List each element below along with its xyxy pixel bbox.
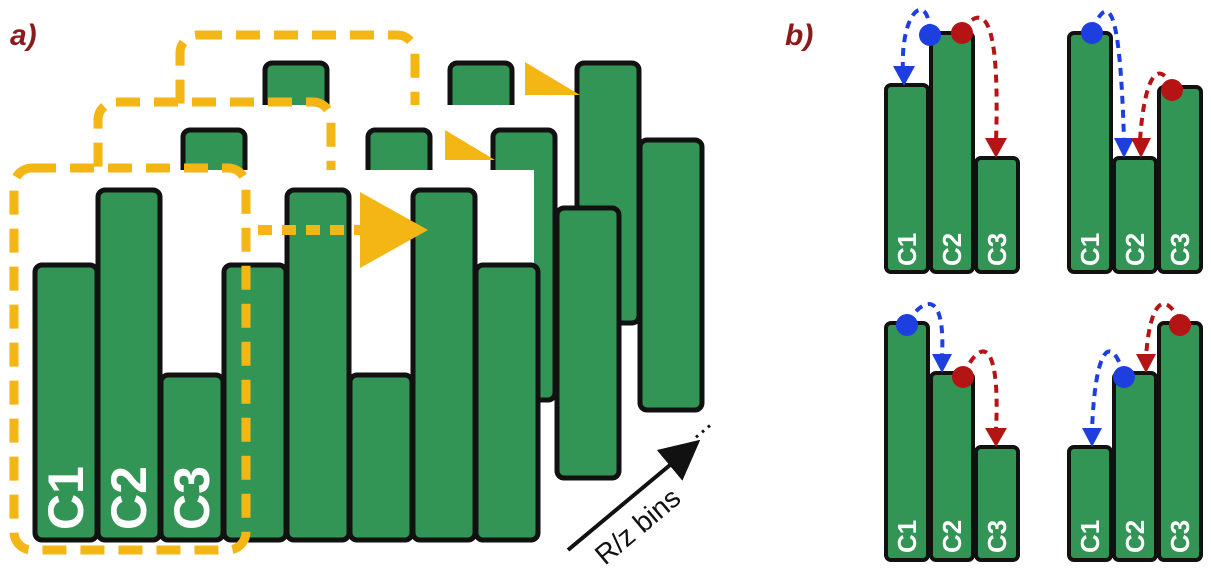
bar: [974, 445, 1020, 562]
bar: [221, 262, 289, 543]
arrow-head-icon: [360, 192, 428, 268]
blue-arrow-head-icon: [1082, 428, 1102, 447]
panel-b-label: b): [785, 19, 813, 52]
bar-label-c1: C1: [892, 233, 922, 266]
bar-label-c1: C1: [892, 520, 922, 553]
red-arrow-head-icon: [1136, 354, 1156, 373]
bar: [410, 187, 478, 543]
red-arrow-head-icon: [985, 138, 1007, 158]
blue-move-arrow: [905, 302, 945, 358]
red-arrow-head-icon: [985, 428, 1007, 447]
bar-label-c3: C3: [1165, 520, 1195, 553]
bar-label-c1: C1: [38, 466, 94, 530]
bar: [284, 187, 352, 543]
bar-label-c1: C1: [1075, 233, 1105, 266]
red-move-arrow: [961, 349, 999, 431]
bar: [95, 187, 163, 543]
arrow-head-icon: [525, 62, 580, 95]
rz-axis-label: R/z bins: [589, 482, 686, 571]
blue-marker-icon: [1081, 22, 1103, 44]
red-move-arrow: [1138, 71, 1174, 141]
bar: [974, 156, 1020, 274]
red-move-arrow: [1144, 302, 1182, 358]
bar-label-c3: C3: [164, 466, 220, 530]
blue-move-arrow: [1090, 349, 1126, 431]
bar-label-c3: C3: [1165, 233, 1195, 266]
bar-label-c3: C3: [982, 233, 1012, 266]
bar-label-c2: C2: [1120, 233, 1150, 266]
bar-label-c2: C2: [1120, 520, 1150, 553]
blue-move-arrow: [900, 7, 932, 73]
bar: [473, 262, 541, 543]
arrow-head-icon: [445, 130, 495, 160]
case-bottom-left: C1 C2 C3: [884, 302, 1020, 562]
bar-label-c1: C1: [1075, 520, 1105, 553]
red-marker-icon: [951, 22, 973, 44]
bar-label-c3: C3: [982, 520, 1012, 553]
blue-marker-icon: [896, 314, 918, 336]
rz-axis-arrow: [566, 439, 701, 552]
bar-label-c2: C2: [937, 233, 967, 266]
histogram-layer-1: C1 C2 C3: [9, 163, 541, 555]
bar: [1067, 445, 1113, 562]
blue-arrow-head-icon: [1114, 138, 1134, 158]
bar: [554, 205, 622, 481]
red-arrow-head-icon: [1131, 138, 1151, 158]
red-marker-icon: [1169, 314, 1191, 336]
bar: [637, 137, 705, 413]
blue-arrow-head-icon: [893, 66, 915, 86]
blue-marker-icon: [1113, 366, 1135, 388]
blue-arrow-head-icon: [932, 354, 952, 373]
panel-a-label: a): [10, 19, 37, 52]
bar-label-c2: C2: [101, 466, 157, 530]
blue-marker-icon: [919, 24, 941, 46]
bar: [929, 371, 975, 562]
red-marker-icon: [952, 366, 974, 388]
red-marker-icon: [1161, 79, 1183, 101]
case-top-right: C1 C2 C3: [1067, 9, 1203, 274]
bar: [884, 83, 930, 274]
bar: [1112, 156, 1158, 274]
blue-move-arrow: [1090, 9, 1126, 141]
case-top-left: C1 C2 C3: [884, 7, 1020, 274]
sliding-window-1: [9, 163, 251, 555]
bar-label-c2: C2: [937, 520, 967, 553]
red-move-arrow: [960, 15, 999, 143]
bar: [347, 372, 415, 543]
case-bottom-right: C1 C2 C3: [1067, 302, 1203, 562]
bar: [1112, 371, 1158, 562]
